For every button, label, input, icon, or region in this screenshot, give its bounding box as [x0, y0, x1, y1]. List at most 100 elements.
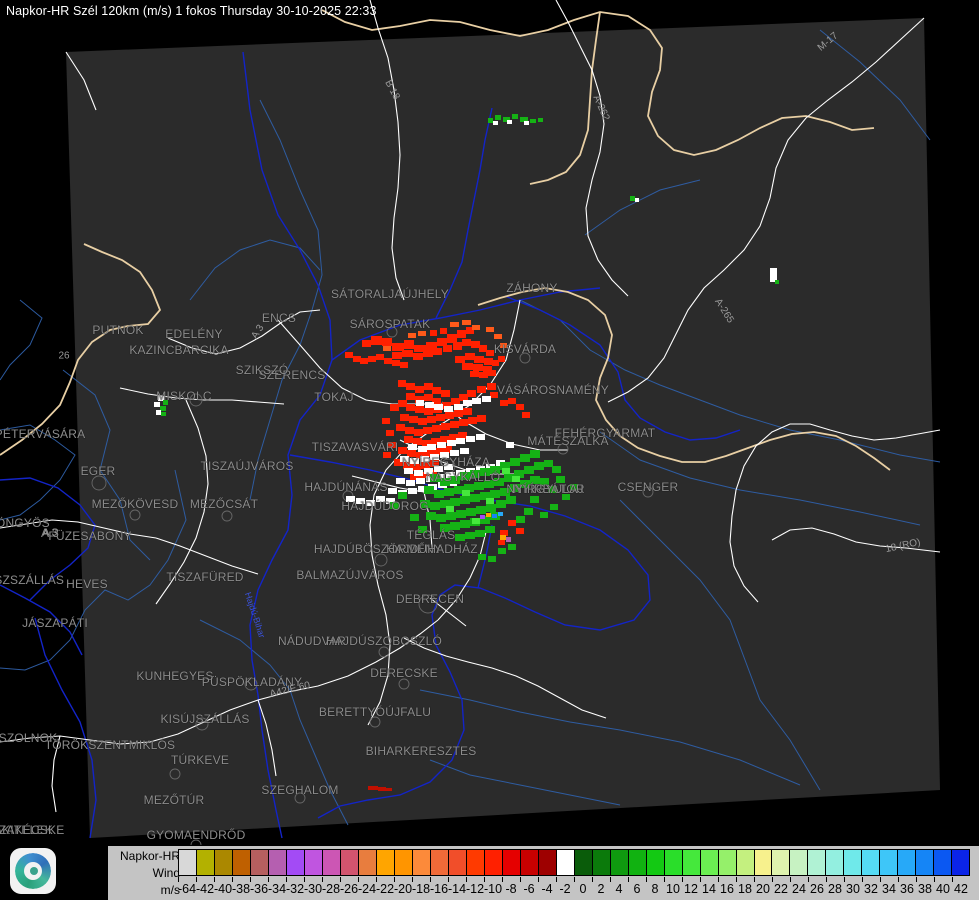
city-label: TÚRKEVE [170, 753, 230, 767]
city-label: LAKITELEK [0, 823, 53, 837]
colorbar-tick-label: -20 [393, 882, 413, 896]
city-label: HAJDÚHADHÁZ [386, 542, 478, 556]
colorbar-cell [430, 850, 449, 875]
colorbar-tick [610, 877, 611, 882]
city-label: HAJDÚNÁNÁS [304, 480, 388, 494]
colorbar-tick-label: -4 [541, 882, 553, 896]
city-label: SÁTORALJAÚJHELY [331, 287, 449, 301]
city-label: SZERENCS [258, 368, 326, 382]
city-label: FEHÉRGYARMAT [554, 426, 656, 440]
colorbar[interactable] [178, 849, 970, 876]
colorbar-tick [736, 877, 737, 882]
city-label: SZIKSZÓ [235, 363, 289, 377]
colorbar-tick [394, 877, 395, 882]
colorbar-cell [322, 850, 341, 875]
colorbar-tick [520, 877, 521, 882]
colorbar-cell [934, 850, 953, 875]
colorbar-tick-label: -38 [231, 882, 251, 896]
city-label: MEZŐCSÁT [189, 497, 259, 511]
colorbar-tick [682, 877, 683, 882]
colorbar-cell [880, 850, 899, 875]
colorbar-tick [664, 877, 665, 882]
colorbar-tick [574, 877, 575, 882]
city-label: ZÁHONY [506, 281, 558, 295]
city-label: JÁSZSZÁLLÁS [0, 573, 65, 587]
colorbar-ticks: -64 -42 -40 -38 -36 -34 -32 -30 -28 -26 -24 -22 -20-… [178, 877, 970, 899]
colorbar-tick-label: 6 [633, 882, 641, 896]
colorbar-tick-label: 28 [828, 882, 842, 896]
city-label: KISVÁRDA [493, 342, 557, 356]
city-label: SZOLNOK [0, 731, 58, 745]
city-label: MEZŐKÖVESD [91, 497, 179, 511]
radar-map[interactable]: SÁTORALJAÚJHELY SÁROSPATAK ZÁHONY KISVÁRDA V… [0, 0, 979, 872]
colorbar-cell [286, 850, 305, 875]
colorbar-tick-label: -2 [559, 882, 571, 896]
city-label: TISZAFÜRED [166, 570, 244, 584]
colorbar-tick-label: -26 [339, 882, 359, 896]
colorbar-tick-label: 40 [936, 882, 950, 896]
colorbar-tick [790, 877, 791, 882]
colorbar-tick [502, 877, 503, 882]
colorbar-cell [556, 850, 575, 875]
road-label: 26 [58, 350, 70, 362]
city-label: HAJDÚSZOBOSZLÓ [325, 634, 443, 648]
colorbar-tick-label: 32 [864, 882, 878, 896]
colorbar-tick-label: 4 [615, 882, 623, 896]
colorbar-tick [304, 877, 305, 882]
city-label: VÁSÁROSNAMÉNY [497, 383, 609, 397]
colorbar-cell [574, 850, 593, 875]
legend-panel: Napkor-HR Wind m/s -64 -42 -40 -38 -36 -34 -32… [108, 846, 979, 900]
colorbar-cell [754, 850, 773, 875]
colorbar-tick-label: 38 [918, 882, 932, 896]
city-label: BIHARKERESZTES [365, 744, 477, 758]
colorbar-cell [952, 850, 970, 875]
city-label: NÁDUDVAR [277, 634, 347, 648]
colorbar-tick-label: -64 [177, 882, 197, 896]
colorbar-tick [844, 877, 845, 882]
legend-unit-label: m/s [160, 883, 180, 897]
city-label: HAJDÚBÖSZÖRMÉNY [313, 542, 443, 556]
city-label: SÁROSPATAK [349, 317, 431, 331]
colorbar-tick-label: 42 [954, 882, 968, 896]
colorbar-cell [448, 850, 467, 875]
colorbar-tick [268, 877, 269, 882]
colorbar-tick-label: -22 [375, 882, 395, 896]
colorbar-tick [466, 877, 467, 882]
colorbar-cell [844, 850, 863, 875]
colorbar-tick-label: 36 [900, 882, 914, 896]
spiral-core-icon [30, 867, 38, 875]
image-title: Napkor-HR Szél 120km (m/s) 1 fokos Thurs… [6, 4, 377, 18]
colorbar-cell [376, 850, 395, 875]
legend-product-label: Napkor-HR [119, 849, 180, 863]
city-label: MISKOLC [156, 389, 212, 403]
radar-plate [0, 0, 941, 845]
colorbar-cell [736, 850, 755, 875]
colorbar-tick [862, 877, 863, 882]
city-label: EDELÉNY [165, 327, 223, 341]
colorbar-tick-label: -42 [195, 882, 215, 896]
colorbar-tick [430, 877, 431, 882]
road-label: A 3 [42, 527, 58, 539]
colorbar-cell [682, 850, 701, 875]
city-label: HAJDÚDOROG [341, 499, 429, 513]
city-label: PÉTERVÁSÁRA [0, 427, 86, 441]
colorbar-tick [700, 877, 701, 882]
colorbar-tick-label: 12 [684, 882, 698, 896]
colorbar-cell [502, 850, 521, 875]
colorbar-cell [304, 850, 323, 875]
colorbar-tick-label: 34 [882, 882, 896, 896]
city-label: PÜSPÖKLADÁNY [201, 675, 303, 689]
colorbar-cell [808, 850, 827, 875]
colorbar-tick-label: -12 [465, 882, 485, 896]
colorbar-tick [358, 877, 359, 882]
colorbar-tick-label: -6 [523, 882, 535, 896]
city-label: KISÚJSZÁLLÁS [160, 712, 250, 726]
city-label: TOKAJ [314, 390, 354, 404]
colorbar-tick [898, 877, 899, 882]
city-label: NAGYKÁLLÓ [425, 470, 501, 484]
met-service-logo [10, 848, 56, 894]
colorbar-tick-label: 14 [702, 882, 716, 896]
colorbar-cell [520, 850, 539, 875]
city-label: GYÖNGYÖS [0, 516, 50, 530]
